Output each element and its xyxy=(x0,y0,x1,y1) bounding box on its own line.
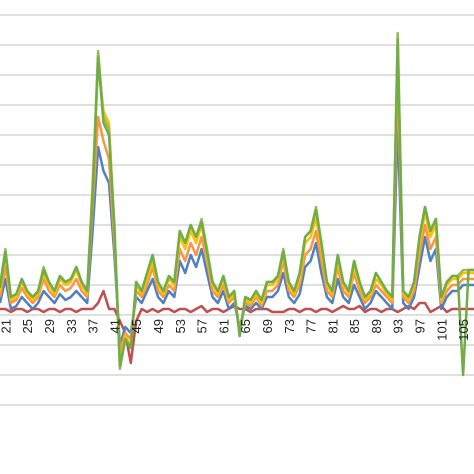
x-tick-label: 73 xyxy=(282,319,297,333)
x-tick-label: 93 xyxy=(391,319,406,333)
x-tick-label: 41 xyxy=(107,319,122,333)
series-lines xyxy=(0,31,474,377)
series-line-6 xyxy=(0,37,474,377)
x-axis-tick-labels: 21 25 29 33 37 41 45 49 53 57 61 65 69 73 77 81 85 89 93 97… xyxy=(0,319,471,341)
x-tick-label: 45 xyxy=(129,319,144,333)
x-tick-label: 53 xyxy=(173,319,188,333)
x-tick-label: 101 xyxy=(434,319,449,341)
gridlines xyxy=(0,14,474,406)
x-tick-label: 29 xyxy=(42,319,57,333)
x-tick-label: 33 xyxy=(64,319,79,333)
x-tick-label: 49 xyxy=(151,319,166,333)
x-tick-label: 81 xyxy=(325,319,340,333)
x-tick-label: 77 xyxy=(304,319,319,333)
x-tick-label: 25 xyxy=(20,319,35,333)
x-tick-label: 89 xyxy=(369,319,384,333)
x-tick-label: 57 xyxy=(195,319,210,333)
x-tick-label: 65 xyxy=(238,319,253,333)
x-tick-label: 21 xyxy=(0,319,13,333)
x-tick-label: 97 xyxy=(413,319,428,333)
x-tick-label: 105 xyxy=(456,319,471,341)
x-tick-label: 69 xyxy=(260,319,275,333)
x-tick-label: 37 xyxy=(86,319,101,333)
x-tick-label: 61 xyxy=(216,319,231,333)
x-tick-label: 85 xyxy=(347,319,362,333)
